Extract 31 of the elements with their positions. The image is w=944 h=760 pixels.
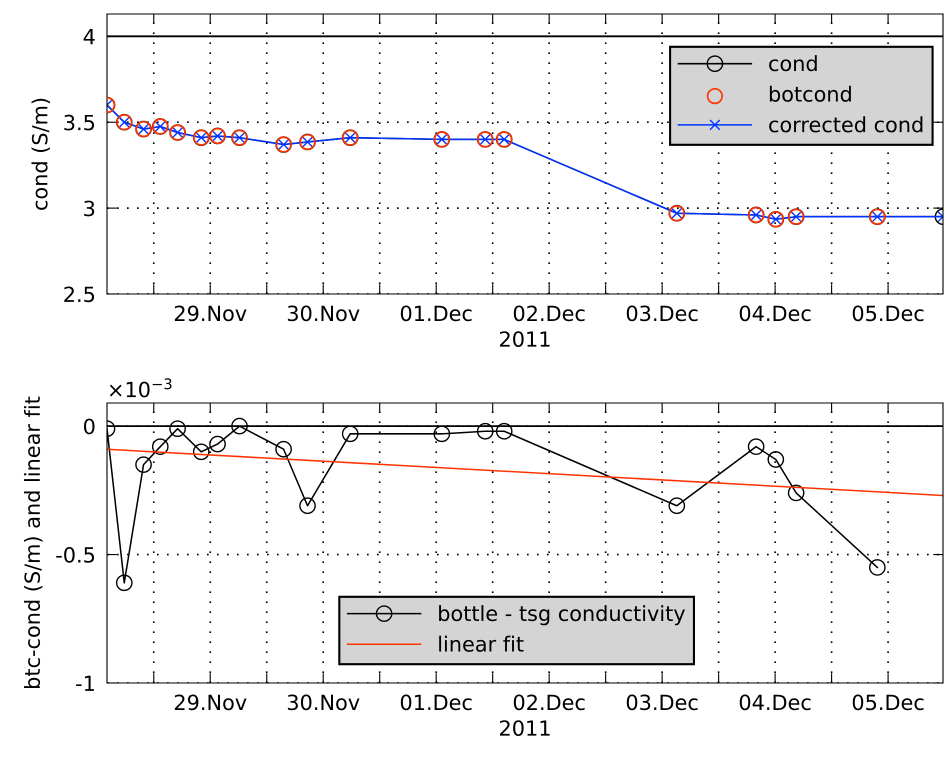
legend-label: corrected cond: [769, 116, 922, 132]
x-tick-label: 03.Dec: [626, 694, 698, 710]
x-tick-label: 05.Dec: [852, 694, 924, 710]
x-tick-label: 29.Nov: [174, 694, 247, 710]
x-tick-label: 02.Dec: [514, 305, 585, 322]
x-axis-title: 2011: [500, 331, 550, 347]
x-tick-label: 03.Dec: [626, 305, 698, 322]
legend-label: botcond: [770, 86, 851, 102]
x-tick-label: 01.Dec: [400, 694, 472, 710]
x-axis-title: 2011: [500, 720, 550, 736]
y-tick-label: 0: [84, 418, 95, 434]
text: ×10$^{−3}$: [110, 378, 172, 398]
x-tick-label: 04.Dec: [740, 694, 811, 710]
x-tick-label: 05.Dec: [852, 305, 924, 322]
x-tick-label: 30.Nov: [288, 694, 360, 710]
legend-label: bottle - tsg conductivity: [439, 605, 686, 626]
x-tick-label: 30.Nov: [288, 305, 360, 322]
x-tick-label: 02.Dec: [514, 694, 585, 710]
y-tick-label: -1: [76, 676, 94, 691]
legend-label: cond: [769, 55, 817, 72]
x-tick-label: 04.Dec: [740, 305, 811, 322]
y-tick-label: 3.5: [64, 114, 94, 130]
y-tick-label: 3: [84, 200, 94, 216]
legend-label: linear fit: [439, 636, 524, 652]
y-tick-label: 4: [84, 29, 95, 44]
y-axis-title: cond (S/m): [31, 98, 50, 210]
y-tick-label: -0.5: [56, 547, 94, 563]
y-axis-title: btc-cond (S/m) and linear fit: [24, 396, 43, 688]
x-tick-label: 01.Dec: [400, 305, 472, 322]
x-tick-label: 29.Nov: [174, 305, 247, 322]
y-tick-label: 2.5: [64, 286, 94, 302]
